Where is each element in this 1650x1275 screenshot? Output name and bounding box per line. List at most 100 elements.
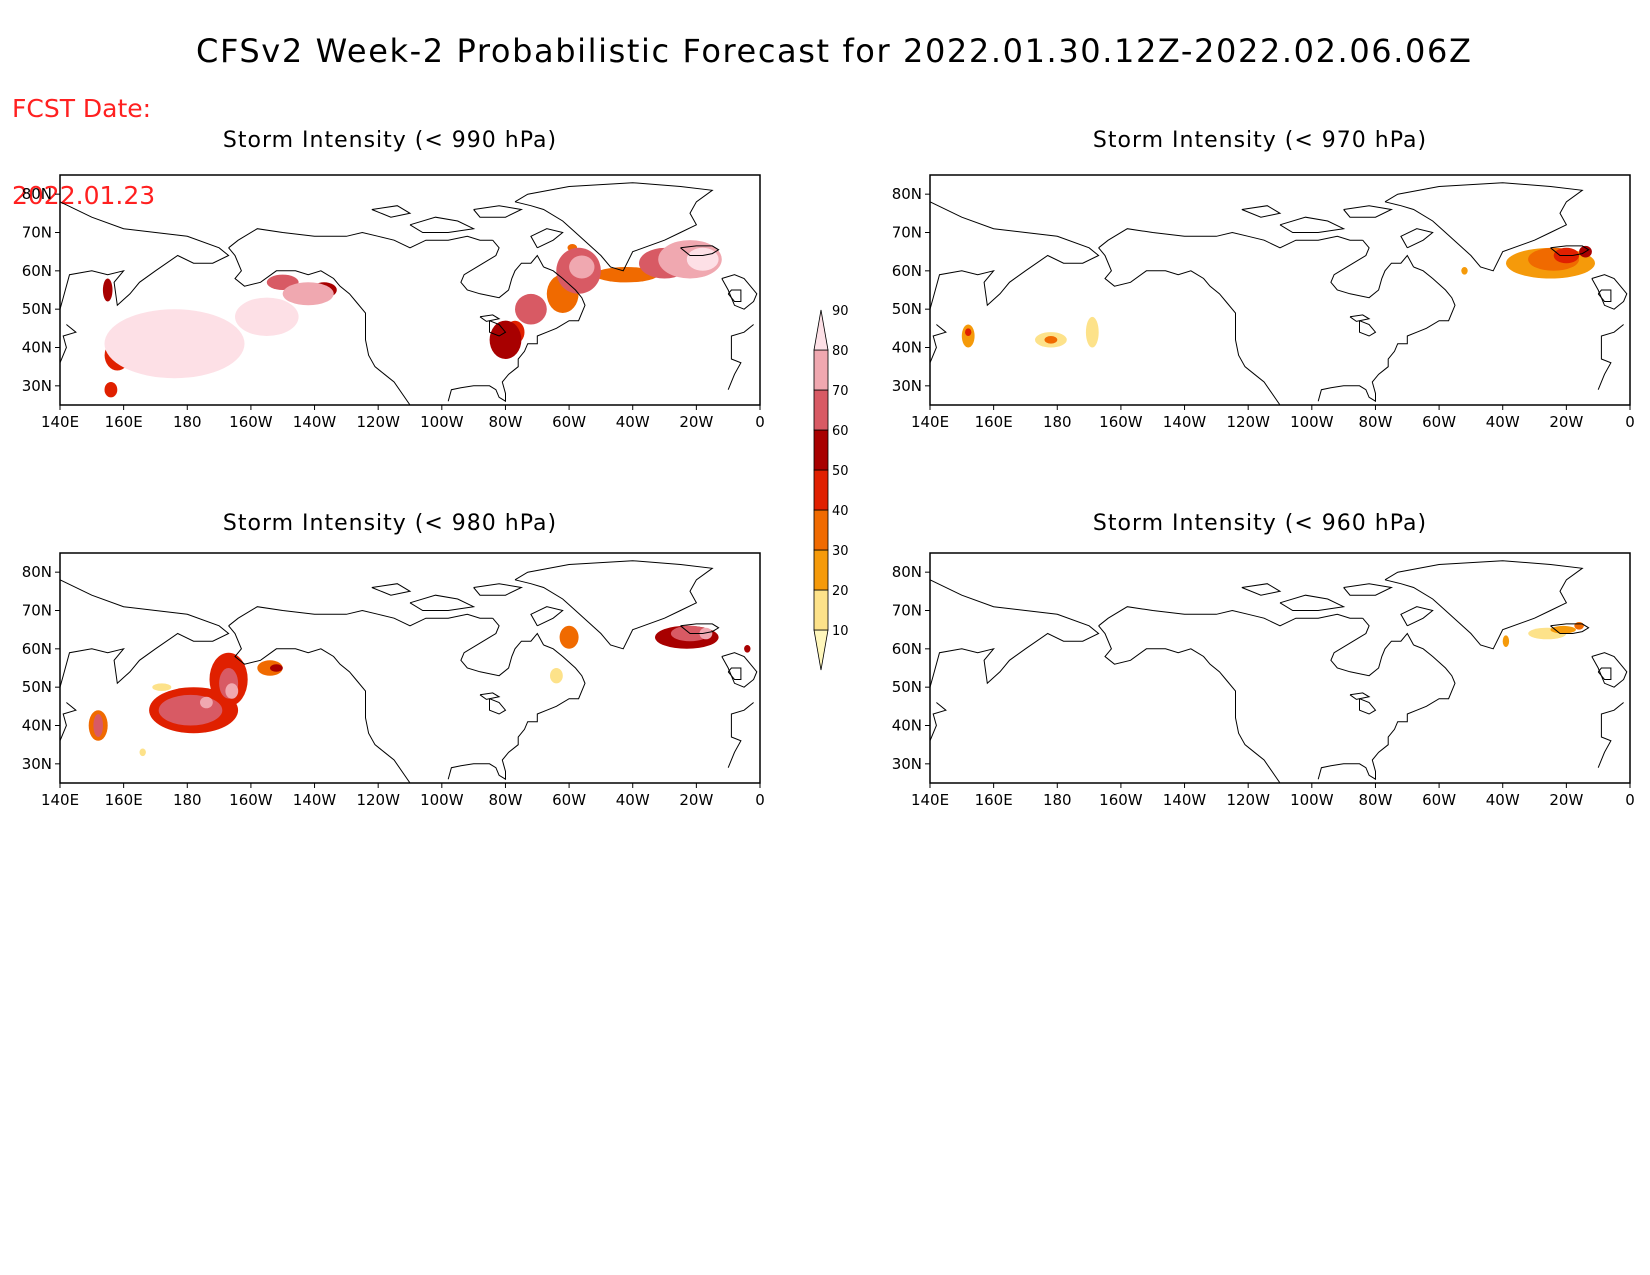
coastline <box>1591 652 1628 688</box>
coastline <box>727 324 754 390</box>
coastlines <box>59 560 758 784</box>
probability-patch <box>282 282 334 306</box>
lat-tick-label: 30N <box>22 755 52 773</box>
lat-tick-label: 40N <box>892 339 922 357</box>
fcst-date-value: 2022.01.23 <box>12 181 156 210</box>
lon-tick-label: 80W <box>488 791 522 809</box>
coastline <box>1384 560 1584 650</box>
coastline <box>1597 324 1624 390</box>
lon-tick-label: 140E <box>911 413 949 431</box>
panel-title-960: Storm Intensity (< 960 hPa) <box>1092 511 1428 536</box>
panel-title-990: Storm Intensity (< 990 hPa) <box>222 128 558 153</box>
probability-patch <box>139 748 146 757</box>
probability-patch <box>104 309 245 379</box>
coastline <box>929 324 947 363</box>
coastline <box>59 579 230 688</box>
lat-tick-label: 40N <box>22 339 52 357</box>
lon-tick-label: 100W <box>1290 791 1334 809</box>
coastline <box>929 702 947 741</box>
map-frame <box>59 552 761 784</box>
coastline <box>1330 239 1415 299</box>
coastline <box>1591 274 1628 310</box>
lon-tick-label: 160E <box>975 413 1013 431</box>
coastline <box>1349 314 1371 322</box>
lat-tick-label: 80N <box>22 563 52 581</box>
probability-patch <box>1574 622 1584 630</box>
lat-tick-label: 80N <box>892 563 922 581</box>
lon-tick-label: 60W <box>1422 413 1456 431</box>
lon-tick-label: 180 <box>1043 413 1072 431</box>
fcst-date-caption: FCST Date: <box>12 94 152 123</box>
probability-patch <box>1044 336 1058 344</box>
probability-patch <box>569 255 595 279</box>
lon-tick-label: 160W <box>1099 791 1143 809</box>
coastline <box>473 205 524 218</box>
probability-patch <box>961 324 975 348</box>
probability-colorbar: 10 20 30 40 50 60 70 80 90 <box>813 304 849 671</box>
lon-tick-label: 0 <box>755 413 765 431</box>
lon-tick-label: 160W <box>229 413 273 431</box>
coastline <box>1279 594 1346 611</box>
lon-tick-label: 140W <box>1163 413 1207 431</box>
coastline <box>721 274 758 310</box>
coastline <box>530 606 564 627</box>
coastline <box>59 702 77 741</box>
colorbar-label: 20 <box>832 584 849 599</box>
colorbar-label: 90 <box>832 304 849 319</box>
coastline <box>680 245 720 256</box>
coastline <box>514 182 714 272</box>
lon-tick-label: 160E <box>105 413 143 431</box>
coastline <box>1400 228 1434 249</box>
coastline <box>1359 698 1377 715</box>
colorbar-label: 30 <box>832 544 849 559</box>
lon-tick-label: 140W <box>1163 791 1207 809</box>
coastline <box>59 201 230 310</box>
coastline <box>1241 205 1282 218</box>
colorbar-label: 10 <box>832 624 849 639</box>
colorbar-label: 60 <box>832 424 849 439</box>
probability-patch <box>158 694 223 726</box>
probability-patch <box>744 645 751 653</box>
colorbar-segment <box>813 389 829 431</box>
coastline <box>1317 644 1456 781</box>
lat-tick-label: 60N <box>892 262 922 280</box>
lon-tick-label: 20W <box>1549 413 1583 431</box>
colorbar-label: 50 <box>832 464 849 479</box>
colorbar-label: 80 <box>832 344 849 359</box>
lon-tick-label: 120W <box>356 791 400 809</box>
lat-tick-label: 70N <box>22 602 52 620</box>
coastline <box>1597 289 1612 302</box>
coastline <box>1098 625 1281 784</box>
lat-tick-label: 30N <box>892 377 922 395</box>
coastline <box>479 314 501 322</box>
forecast-date-label: FCST Date: 2022.01.23 <box>12 36 155 239</box>
lon-tick-label: 40W <box>1486 791 1520 809</box>
lat-tick-label: 80N <box>892 185 922 203</box>
probability-patch <box>1085 316 1099 348</box>
lon-tick-label: 0 <box>755 791 765 809</box>
coastline <box>1343 583 1394 596</box>
probability-patch <box>1550 625 1576 634</box>
probability-patch <box>515 293 547 325</box>
coastline <box>228 247 411 406</box>
coastline <box>228 606 493 627</box>
coastline <box>1098 228 1363 249</box>
lon-tick-label: 40W <box>616 413 650 431</box>
lon-tick-label: 160W <box>229 791 273 809</box>
lat-tick-label: 40N <box>22 717 52 735</box>
map-panel-970: 80N 70N 60N 50N 40N 30N 140E 160E 180 160W 140W 120… <box>892 174 1635 431</box>
coastline <box>489 320 507 337</box>
page-title: CFSv2 Week-2 Probabilistic Forecast for … <box>196 32 1473 70</box>
coastline <box>1384 182 1584 272</box>
coastline <box>371 583 412 596</box>
lon-tick-label: 20W <box>1549 791 1583 809</box>
lat-tick-label: 80N <box>22 185 52 203</box>
lon-tick-label: 140E <box>41 791 79 809</box>
coastline <box>1400 606 1434 627</box>
lon-tick-label: 80W <box>488 413 522 431</box>
lon-tick-label: 140W <box>293 791 337 809</box>
coastline <box>1098 606 1363 627</box>
coastlines <box>929 560 1628 784</box>
lat-tick-label: 50N <box>22 678 52 696</box>
lon-tick-label: 40W <box>616 791 650 809</box>
